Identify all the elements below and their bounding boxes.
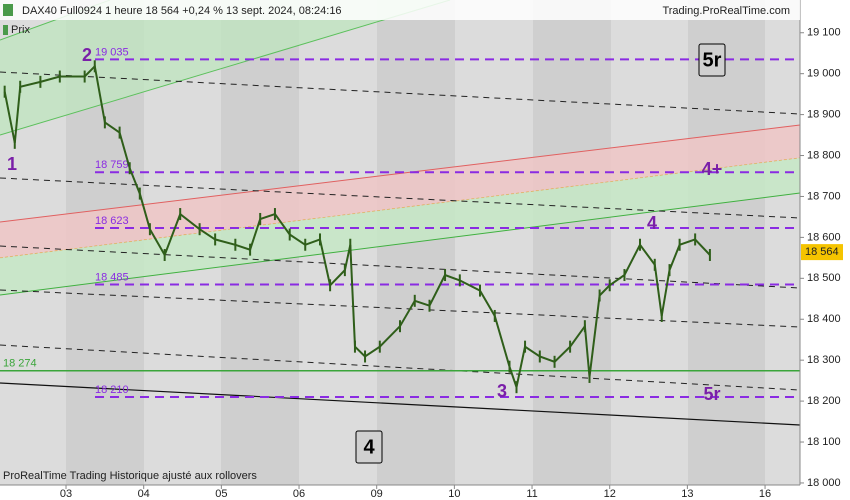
level-label: 18 759 [95, 159, 129, 171]
y-tick-label: 18 500 [807, 272, 841, 284]
annotation: 4 [647, 213, 657, 233]
annotation: 4 [363, 436, 375, 458]
source: Trading.ProRealTime.com [662, 5, 790, 17]
annotation: 2 [82, 45, 92, 65]
annotation: 3 [497, 381, 507, 401]
x-tick-label: 09 [371, 488, 383, 500]
x-tick-label: 06 [293, 488, 305, 500]
y-tick-label: 18 600 [807, 231, 841, 243]
level-label: 19 035 [95, 46, 129, 58]
annotation: 1 [7, 154, 17, 174]
y-tick-label: 18 800 [807, 149, 841, 161]
y-tick-label: 18 400 [807, 313, 841, 325]
y-tick-label: 18 100 [807, 436, 841, 448]
legend-label: Prix [11, 24, 30, 36]
annotation-box [355, 430, 383, 464]
y-tick-label: 19 000 [807, 68, 841, 80]
y-tick-label: 18 700 [807, 190, 841, 202]
y-tick-label: 19 100 [807, 27, 841, 39]
x-tick-label: 05 [215, 488, 227, 500]
annotation: 5r [703, 384, 720, 404]
x-tick-label: 10 [448, 488, 460, 500]
y-tick-label: 18 200 [807, 395, 841, 407]
annotation: 5r [703, 49, 722, 71]
support-label: 18 274 [3, 358, 37, 370]
title: DAX40 Full0924 1 heure 18 564 +0,24 % 13… [22, 5, 342, 17]
last-price-badge [801, 244, 843, 261]
y-tick-label: 18 300 [807, 354, 841, 366]
level-label: 18 623 [95, 215, 129, 227]
annotation-box [698, 43, 726, 77]
last-price-label: 18 564 [805, 246, 839, 258]
price-line [3, 64, 711, 391]
x-tick-label: 12 [604, 488, 616, 500]
x-tick-label: 16 [759, 488, 771, 500]
annotation: 4+ [702, 159, 723, 179]
y-tick-label: 18 900 [807, 109, 841, 121]
channels [0, 0, 801, 426]
x-tick-label: 04 [138, 488, 150, 500]
y-tick-label: 18 000 [807, 477, 841, 489]
x-tick-label: 13 [681, 488, 693, 500]
x-tick-label: 11 [526, 488, 537, 500]
plot: 19 035 18 759 18 623 18 485 18 210 18 274 1 2 3 4… [0, 43, 800, 464]
x-tick-label: 03 [60, 488, 72, 500]
level-label: 18 485 [95, 271, 129, 283]
footer: ProRealTime Trading Historique ajusté au… [3, 470, 257, 482]
level-label: 18 210 [95, 384, 129, 396]
